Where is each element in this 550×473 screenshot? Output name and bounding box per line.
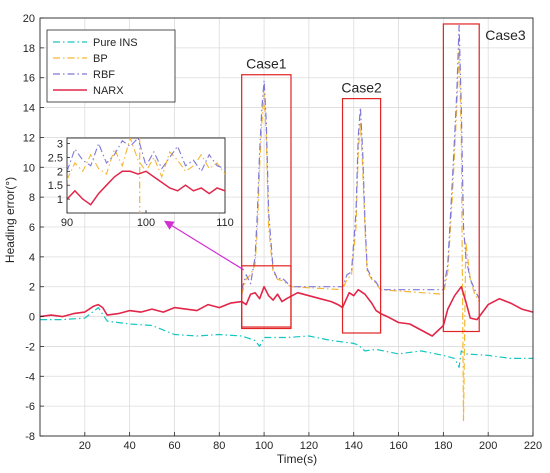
x-tick-label: 140 <box>345 440 363 452</box>
legend-label: BP <box>93 53 108 65</box>
inset-y-tick-label: 2 <box>57 166 63 178</box>
legend-label: NARX <box>93 85 124 97</box>
inset-y-tick-label: 1.5 <box>48 180 63 192</box>
y-tick-label: -4 <box>25 371 35 383</box>
case-box <box>241 74 292 330</box>
y-tick-label: -2 <box>25 341 35 353</box>
legend: Pure INS BP RBF NARX <box>46 29 176 103</box>
y-tick-label: 16 <box>23 73 35 85</box>
inset-series-line <box>67 170 225 206</box>
inset-y-tick-label: 3 <box>57 139 63 151</box>
x-tick-label: 200 <box>479 440 497 452</box>
x-tick-label: 80 <box>213 440 225 452</box>
y-tick-label: 6 <box>29 222 35 234</box>
axes: 20 40 60 80 100 120 140 160 180 200 220-8-6-4-2024… <box>23 13 542 452</box>
case-box <box>341 98 382 334</box>
y-tick-label: 10 <box>23 162 35 174</box>
case-box <box>442 23 480 333</box>
y-tick-label: 20 <box>23 13 35 25</box>
x-tick-label: 60 <box>168 440 180 452</box>
legend-label: Pure INS <box>93 37 138 49</box>
y-tick-label: 8 <box>29 192 35 204</box>
series-line <box>241 24 480 299</box>
x-tick-label: 160 <box>389 440 407 452</box>
inset-frame <box>66 137 226 214</box>
y-tick-label: 2 <box>29 282 35 294</box>
series-line <box>241 47 480 422</box>
x-tick-label: 120 <box>300 440 318 452</box>
case-boxes: Case1 Case2 Case3 <box>241 23 526 334</box>
series-lines <box>39 24 534 422</box>
inset-series-line <box>67 138 225 173</box>
inset-y-tick-label: 2.5 <box>48 152 63 164</box>
x-axis-label: Time(s) <box>277 452 317 466</box>
y-tick-label: 0 <box>29 312 35 324</box>
y-tick-label: -8 <box>25 431 35 443</box>
case-label: Case2 <box>341 80 382 96</box>
y-tick-label: 4 <box>29 252 35 264</box>
x-tick-label: 100 <box>255 440 273 452</box>
y-tick-label: -6 <box>25 401 35 413</box>
series-line <box>39 285 534 337</box>
inset-zoom: 90 100 110 1 1.5 2 2.53 <box>48 137 244 271</box>
inset-y-tick-label: 1 <box>57 194 63 206</box>
inset-x-tick-label: 90 <box>61 217 73 229</box>
y-tick-label: 18 <box>23 43 35 55</box>
x-tick-label: 20 <box>79 440 91 452</box>
case-label: Case3 <box>485 27 526 43</box>
x-tick-label: 180 <box>434 440 452 452</box>
y-tick-label: 14 <box>23 103 35 115</box>
case-label: Case1 <box>246 56 287 72</box>
y-tick-label: 12 <box>23 132 35 144</box>
inset-x-tick-label: 110 <box>216 217 234 229</box>
inset-series <box>67 138 225 213</box>
legend-label: RBF <box>93 69 115 81</box>
inset-x-tick-label: 100 <box>137 217 155 229</box>
series-line <box>40 307 533 368</box>
x-tick-label: 40 <box>124 440 136 452</box>
y-axis-label: Heading error(°) <box>3 177 17 263</box>
x-tick-label: 220 <box>524 440 542 452</box>
zoom-region-box <box>241 265 292 328</box>
zoom-arrow <box>163 220 244 271</box>
